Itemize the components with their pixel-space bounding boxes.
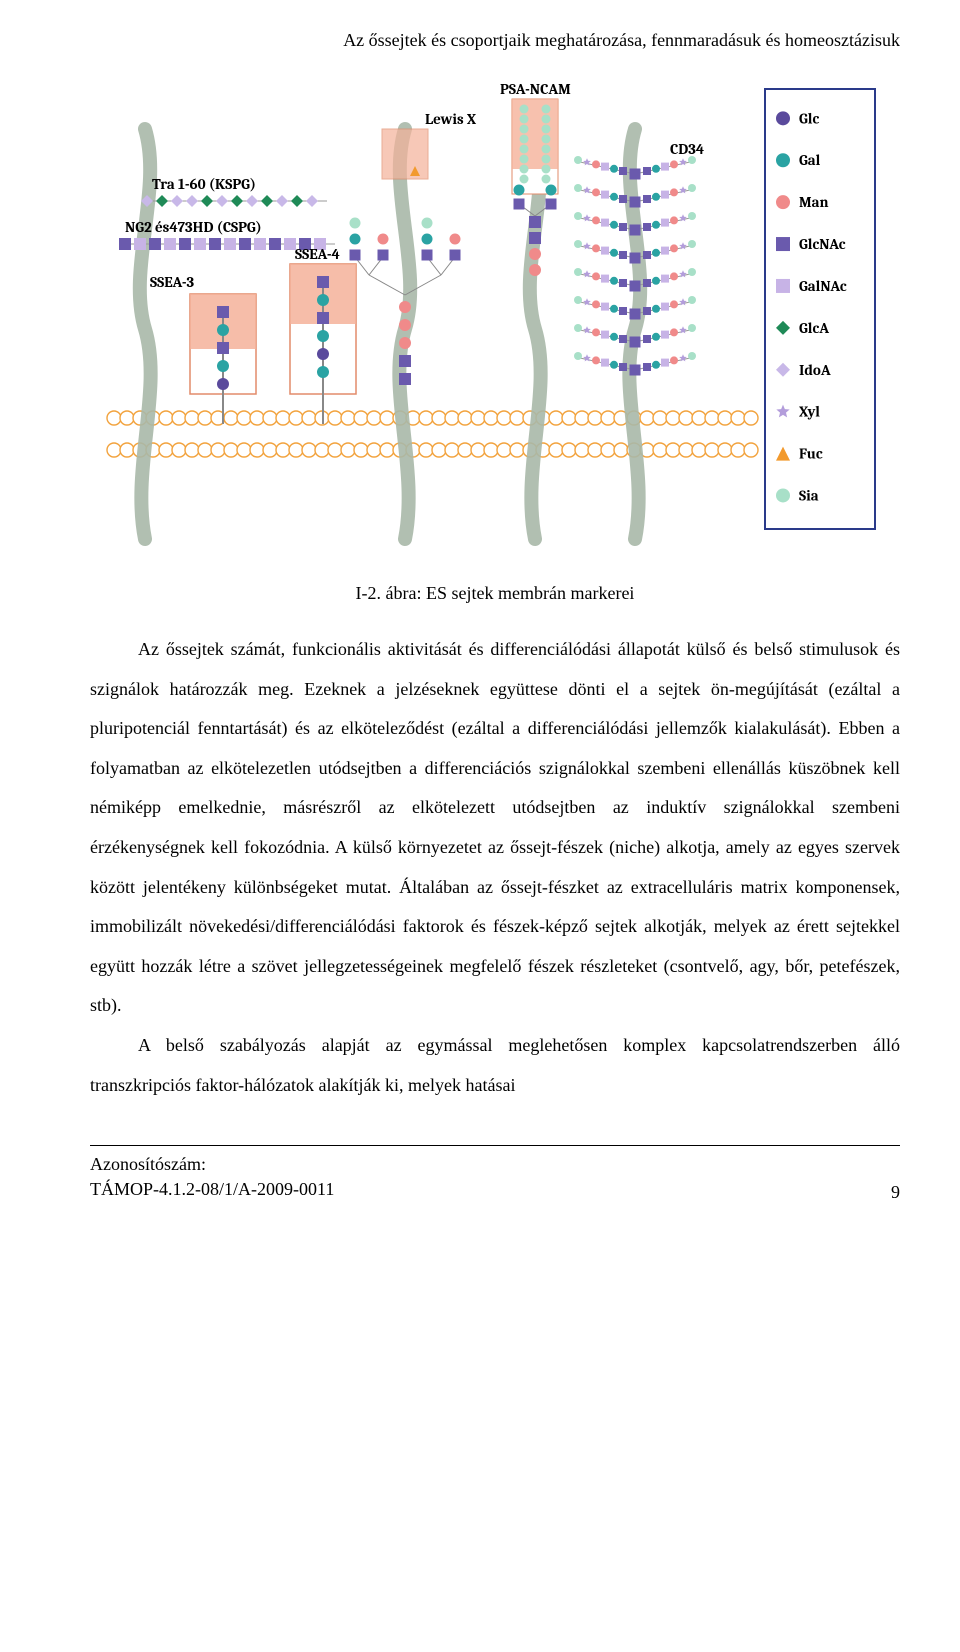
figure-i2: Tra 1-60 (KSPG) NG2 és473HD (CSPG) SSEA-3 S… xyxy=(90,69,900,604)
svg-text:GlcA: GlcA xyxy=(799,319,829,337)
svg-text:SSEA-4: SSEA-4 xyxy=(295,245,340,263)
page-footer: Azonosítószám: TÁMOP-4.1.2-08/1/A-2009-0… xyxy=(90,1145,900,1202)
paragraph-1: Az őssejtek számát, funkcionális aktivit… xyxy=(90,630,900,1026)
paragraph-2: A belső szabályozás alapját az egymással… xyxy=(90,1026,900,1105)
svg-text:GlcNAc: GlcNAc xyxy=(799,235,846,253)
svg-text:Fuc: Fuc xyxy=(799,445,823,463)
footer-code: TÁMOP-4.1.2-08/1/A-2009-0011 xyxy=(90,1179,334,1199)
svg-text:GalNAc: GalNAc xyxy=(799,277,847,295)
svg-text:Gal: Gal xyxy=(799,151,821,169)
body-text: Az őssejtek számát, funkcionális aktivit… xyxy=(90,630,900,1105)
svg-text:CD34: CD34 xyxy=(670,140,704,158)
svg-text:Man: Man xyxy=(799,193,829,211)
figure-caption: I-2. ábra: ES sejtek membrán markerei xyxy=(90,583,900,604)
figure-svg: Tra 1-60 (KSPG) NG2 és473HD (CSPG) SSEA-3 S… xyxy=(105,69,885,569)
svg-text:Glc: Glc xyxy=(799,109,819,127)
running-header: Az őssejtek és csoportjaik meghatározása… xyxy=(90,30,900,51)
svg-text:SSEA-3: SSEA-3 xyxy=(150,273,195,291)
svg-text:Xyl: Xyl xyxy=(799,403,820,421)
svg-text:Tra 1-60 (KSPG): Tra 1-60 (KSPG) xyxy=(152,175,256,193)
footer-id-label: Azonosítószám: xyxy=(90,1154,206,1174)
page-number: 9 xyxy=(891,1182,900,1203)
svg-text:Sia: Sia xyxy=(799,486,819,504)
svg-text:NG2 és473HD (CSPG): NG2 és473HD (CSPG) xyxy=(125,218,262,236)
svg-text:IdoA: IdoA xyxy=(799,361,831,379)
svg-text:PSA-NCAM: PSA-NCAM xyxy=(500,80,571,98)
svg-text:Lewis X: Lewis X xyxy=(425,110,477,128)
